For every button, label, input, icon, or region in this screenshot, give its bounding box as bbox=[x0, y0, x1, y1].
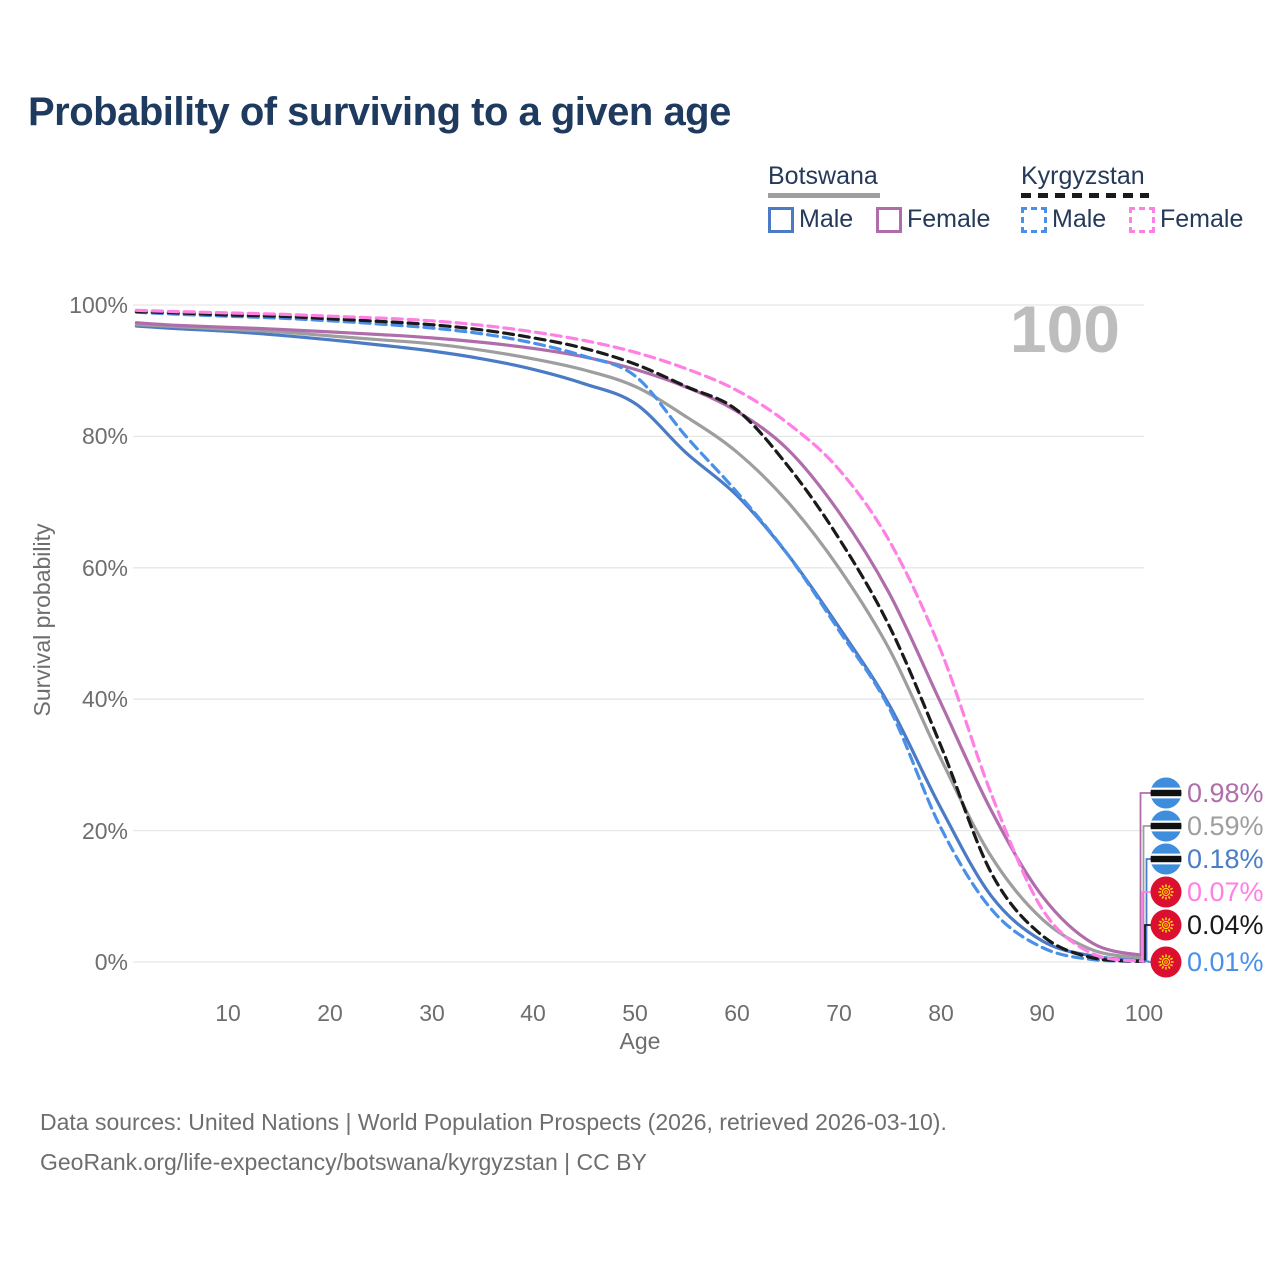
x-tick-90: 90 bbox=[1029, 1000, 1055, 1026]
end-label-kyrgyzstan-female: 0.07% bbox=[1150, 876, 1264, 908]
legend-label-botswana-male[interactable]: Male bbox=[799, 205, 854, 233]
x-tick-100: 100 bbox=[1124, 1000, 1164, 1026]
kyrgyzstan-flag-icon bbox=[1150, 946, 1182, 978]
y-tick-100: 100% bbox=[69, 292, 128, 318]
watermark-100: 100 bbox=[1009, 292, 1120, 366]
y-tick-20: 20% bbox=[81, 818, 128, 844]
survival-curves bbox=[134, 308, 1146, 963]
end-label-kyrgyzstan-total: 0.04% bbox=[1150, 909, 1264, 941]
y-tick-40: 40% bbox=[81, 686, 128, 712]
botswana-flag-icon bbox=[1150, 810, 1182, 842]
legend-label-kyrgyzstan-male[interactable]: Male bbox=[1052, 205, 1107, 233]
gridlines bbox=[133, 304, 1145, 963]
attribution-note: GeoRank.org/life-expectancy/botswana/kyr… bbox=[40, 1149, 647, 1175]
data-sources-note: Data sources: United Nations | World Pop… bbox=[40, 1109, 947, 1135]
x-tick-50: 50 bbox=[622, 1000, 648, 1026]
y-tick-0: 0% bbox=[94, 949, 128, 975]
legend-swatch-kyrgyzstan-male[interactable] bbox=[1021, 207, 1047, 233]
y-tick-80: 80% bbox=[81, 423, 128, 449]
end-label-botswana-female: 0.98% bbox=[1150, 777, 1264, 809]
legend-group-kyrgyzstan[interactable]: Kyrgyzstan bbox=[1021, 162, 1145, 190]
legend-label-kyrgyzstan-female[interactable]: Female bbox=[1160, 205, 1244, 233]
x-tick-30: 30 bbox=[419, 1000, 445, 1026]
end-value: 0.07% bbox=[1187, 877, 1264, 907]
legend-swatch-botswana-female[interactable] bbox=[876, 207, 902, 233]
end-value: 0.04% bbox=[1187, 910, 1264, 940]
botswana-flag-icon bbox=[1150, 843, 1182, 875]
end-label-botswana-total: 0.59% bbox=[1150, 810, 1264, 842]
kyrgyzstan-dashed-line-swatch bbox=[1021, 193, 1149, 198]
end-value: 0.98% bbox=[1187, 778, 1264, 808]
kyrgyzstan-flag-icon bbox=[1150, 876, 1182, 908]
botswana-flag-icon bbox=[1150, 777, 1182, 809]
legend-group-botswana[interactable]: Botswana bbox=[768, 162, 878, 190]
x-tick-40: 40 bbox=[520, 1000, 546, 1026]
botswana-solid-line-swatch bbox=[768, 193, 880, 198]
curve-botswana[interactable] bbox=[134, 323, 1146, 960]
x-tick-60: 60 bbox=[724, 1000, 750, 1026]
legend-swatch-kyrgyzstan-female[interactable] bbox=[1129, 207, 1155, 233]
x-tick-10: 10 bbox=[215, 1000, 241, 1026]
curve-kyrgyzstan-female[interactable] bbox=[134, 308, 1146, 963]
y-axis-title: Survival probability bbox=[29, 523, 55, 717]
kyrgyzstan-flag-icon bbox=[1150, 909, 1182, 941]
legend-label-botswana-female[interactable]: Female bbox=[907, 205, 991, 233]
end-label-botswana-male: 0.18% bbox=[1150, 843, 1264, 875]
end-label-kyrgyzstan-male: 0.01% bbox=[1150, 946, 1264, 978]
end-value: 0.59% bbox=[1187, 811, 1264, 841]
curve-botswana-male[interactable] bbox=[134, 324, 1146, 963]
leader-lines bbox=[1139, 792, 1152, 963]
page-title: Probability of surviving to a given age bbox=[28, 90, 731, 134]
x-axis-title: Age bbox=[619, 1028, 661, 1054]
curve-botswana-female[interactable] bbox=[134, 321, 1146, 958]
x-tick-70: 70 bbox=[826, 1000, 852, 1026]
survival-chart-plot bbox=[133, 304, 1152, 963]
end-value: 0.01% bbox=[1187, 947, 1264, 977]
curve-kyrgyzstan-male[interactable] bbox=[134, 310, 1146, 963]
curve-kyrgyzstan[interactable] bbox=[134, 310, 1146, 963]
x-tick-80: 80 bbox=[928, 1000, 954, 1026]
legend-swatch-botswana-male[interactable] bbox=[768, 207, 794, 233]
y-tick-60: 60% bbox=[81, 555, 128, 581]
end-value: 0.18% bbox=[1187, 844, 1264, 874]
x-tick-20: 20 bbox=[317, 1000, 343, 1026]
